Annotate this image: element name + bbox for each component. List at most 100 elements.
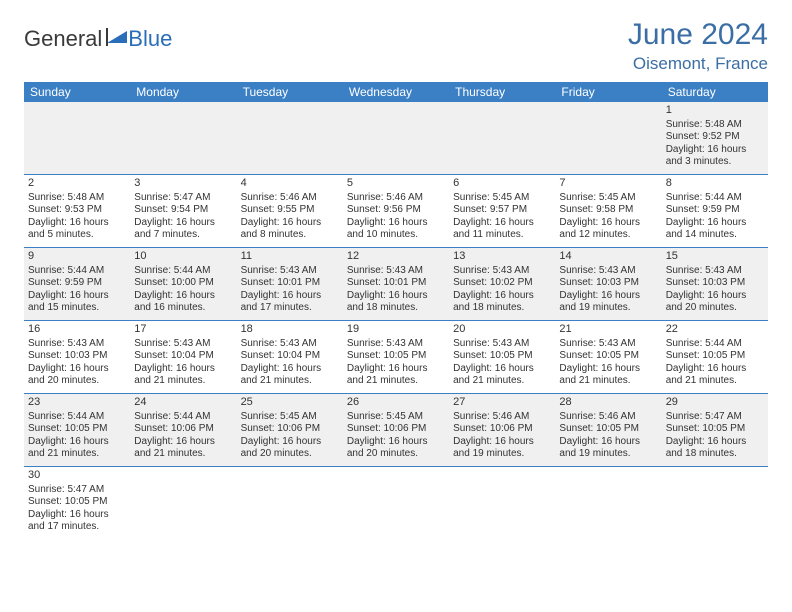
header-row: SundayMondayTuesdayWednesdayThursdayFrid…	[24, 82, 768, 102]
day-info-line: Sunrise: 5:46 AM	[559, 411, 657, 424]
day-info-line: and 8 minutes.	[241, 229, 339, 242]
day-cell	[555, 467, 661, 540]
day-number: 21	[559, 323, 657, 337]
day-number: 20	[453, 323, 551, 337]
location: Oisemont, France	[628, 54, 768, 74]
day-cell: 19Sunrise: 5:43 AMSunset: 10:05 PMDaylig…	[343, 321, 449, 394]
day-info-line: Sunset: 9:59 PM	[666, 204, 764, 217]
day-info-line: Sunrise: 5:43 AM	[559, 265, 657, 278]
day-cell: 7Sunrise: 5:45 AMSunset: 9:58 PMDaylight…	[555, 175, 661, 248]
calendar-table: SundayMondayTuesdayWednesdayThursdayFrid…	[24, 82, 768, 539]
month-title: June 2024	[628, 18, 768, 52]
day-cell	[449, 467, 555, 540]
day-info-line: Daylight: 16 hours	[453, 363, 551, 376]
day-number: 2	[28, 177, 126, 191]
day-number: 13	[453, 250, 551, 264]
day-info-line: Sunrise: 5:44 AM	[28, 265, 126, 278]
day-info-line: Sunrise: 5:45 AM	[559, 192, 657, 205]
day-cell: 25Sunrise: 5:45 AMSunset: 10:06 PMDaylig…	[237, 394, 343, 467]
day-info-line: Sunset: 10:06 PM	[134, 423, 232, 436]
day-info-line: Sunset: 10:00 PM	[134, 277, 232, 290]
day-info-line: Sunset: 10:01 PM	[347, 277, 445, 290]
day-info-line: Sunrise: 5:46 AM	[347, 192, 445, 205]
day-info-line: Daylight: 16 hours	[347, 363, 445, 376]
day-info-line: Daylight: 16 hours	[559, 290, 657, 303]
day-number: 23	[28, 396, 126, 410]
day-info-line: Daylight: 16 hours	[666, 217, 764, 230]
day-cell: 24Sunrise: 5:44 AMSunset: 10:06 PMDaylig…	[130, 394, 236, 467]
day-cell	[343, 102, 449, 175]
day-cell: 18Sunrise: 5:43 AMSunset: 10:04 PMDaylig…	[237, 321, 343, 394]
day-number: 9	[28, 250, 126, 264]
day-info-line: and 21 minutes.	[559, 375, 657, 388]
day-info-line: and 21 minutes.	[28, 448, 126, 461]
day-info-line: and 20 minutes.	[28, 375, 126, 388]
week-row: 1Sunrise: 5:48 AMSunset: 9:52 PMDaylight…	[24, 102, 768, 175]
day-info-line: and 21 minutes.	[666, 375, 764, 388]
day-cell: 6Sunrise: 5:45 AMSunset: 9:57 PMDaylight…	[449, 175, 555, 248]
day-info-line: and 21 minutes.	[347, 375, 445, 388]
day-info-line: Daylight: 16 hours	[666, 436, 764, 449]
day-info-line: Sunrise: 5:43 AM	[559, 338, 657, 351]
day-info-line: and 7 minutes.	[134, 229, 232, 242]
day-info-line: Sunrise: 5:47 AM	[28, 484, 126, 497]
day-number: 29	[666, 396, 764, 410]
day-number: 1	[666, 104, 764, 118]
day-info-line: and 20 minutes.	[666, 302, 764, 315]
day-info-line: and 14 minutes.	[666, 229, 764, 242]
day-info-line: Sunrise: 5:43 AM	[134, 338, 232, 351]
day-cell	[555, 102, 661, 175]
day-info-line: Sunrise: 5:46 AM	[241, 192, 339, 205]
day-cell	[130, 102, 236, 175]
day-info-line: and 3 minutes.	[666, 156, 764, 169]
day-cell: 5Sunrise: 5:46 AMSunset: 9:56 PMDaylight…	[343, 175, 449, 248]
title-block: June 2024 Oisemont, France	[628, 18, 768, 74]
day-info-line: Sunset: 10:01 PM	[241, 277, 339, 290]
day-info-line: and 18 minutes.	[347, 302, 445, 315]
day-info-line: Sunset: 10:03 PM	[28, 350, 126, 363]
day-number: 25	[241, 396, 339, 410]
day-cell: 10Sunrise: 5:44 AMSunset: 10:00 PMDaylig…	[130, 248, 236, 321]
week-row: 30Sunrise: 5:47 AMSunset: 10:05 PMDaylig…	[24, 467, 768, 540]
day-cell: 17Sunrise: 5:43 AMSunset: 10:04 PMDaylig…	[130, 321, 236, 394]
day-number: 10	[134, 250, 232, 264]
day-cell: 29Sunrise: 5:47 AMSunset: 10:05 PMDaylig…	[662, 394, 768, 467]
day-info-line: Daylight: 16 hours	[347, 217, 445, 230]
day-number: 24	[134, 396, 232, 410]
day-info-line: Sunset: 10:05 PM	[453, 350, 551, 363]
day-cell	[662, 467, 768, 540]
day-info-line: Sunset: 10:03 PM	[559, 277, 657, 290]
logo-text-general: General	[24, 26, 102, 52]
logo: General Blue	[24, 18, 172, 52]
day-info-line: Sunset: 10:02 PM	[453, 277, 551, 290]
day-cell: 27Sunrise: 5:46 AMSunset: 10:06 PMDaylig…	[449, 394, 555, 467]
day-info-line: Daylight: 16 hours	[241, 217, 339, 230]
day-info-line: Sunset: 10:05 PM	[28, 496, 126, 509]
day-info-line: Sunset: 10:05 PM	[666, 350, 764, 363]
day-number: 18	[241, 323, 339, 337]
day-number: 7	[559, 177, 657, 191]
day-info-line: Sunrise: 5:43 AM	[453, 265, 551, 278]
week-row: 23Sunrise: 5:44 AMSunset: 10:05 PM Daylig…	[24, 394, 768, 467]
day-number: 5	[347, 177, 445, 191]
day-info-line: Daylight: 16 hours	[241, 290, 339, 303]
day-cell	[237, 102, 343, 175]
day-info-line: Sunrise: 5:44 AM	[666, 192, 764, 205]
day-info-line: Daylight: 16 hours	[666, 363, 764, 376]
day-info-line: and 18 minutes.	[666, 448, 764, 461]
day-cell: 26Sunrise: 5:45 AMSunset: 10:06 PMDaylig…	[343, 394, 449, 467]
calendar-body: 1Sunrise: 5:48 AMSunset: 9:52 PMDaylight…	[24, 102, 768, 539]
day-cell: 28Sunrise: 5:46 AMSunset: 10:05 PMDaylig…	[555, 394, 661, 467]
day-cell	[343, 467, 449, 540]
day-info-line: Sunrise: 5:44 AM	[28, 411, 126, 424]
day-info-line: Daylight: 16 hours	[28, 217, 126, 230]
day-info-line: Sunrise: 5:43 AM	[241, 338, 339, 351]
day-number: 26	[347, 396, 445, 410]
day-info-line: Daylight: 16 hours	[559, 436, 657, 449]
day-info-line: Sunset: 10:05 PM	[28, 423, 126, 436]
day-cell: 11Sunrise: 5:43 AMSunset: 10:01 PMDaylig…	[237, 248, 343, 321]
day-info-line: Sunrise: 5:43 AM	[241, 265, 339, 278]
day-info-line: Daylight: 16 hours	[28, 363, 126, 376]
day-info-line: and 21 minutes.	[134, 448, 232, 461]
day-number: 30	[28, 469, 126, 483]
